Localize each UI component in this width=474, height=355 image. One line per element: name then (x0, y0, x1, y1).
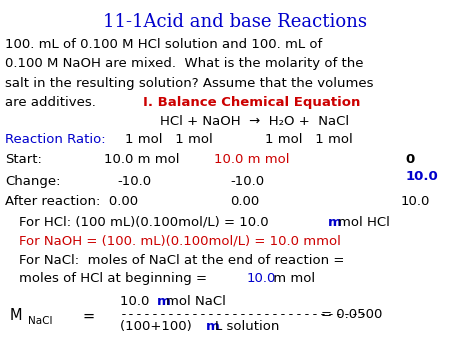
Text: 10.0 m mol: 10.0 m mol (104, 153, 179, 166)
Text: 10.0 m mol: 10.0 m mol (214, 153, 289, 166)
Text: L solution: L solution (215, 320, 280, 333)
Text: are additives.: are additives. (5, 96, 96, 109)
Text: Reaction Ratio:: Reaction Ratio: (5, 132, 106, 146)
Text: m: m (328, 216, 342, 229)
Text: moles of HCl at beginning =: moles of HCl at beginning = (19, 272, 212, 285)
Text: m mol: m mol (269, 272, 315, 285)
Text: 0: 0 (405, 153, 415, 166)
Text: 1 mol   1 mol: 1 mol 1 mol (265, 132, 353, 146)
Text: 10.0: 10.0 (405, 170, 438, 184)
Text: 11-1Acid and base Reactions: 11-1Acid and base Reactions (102, 13, 366, 31)
Text: salt in the resulting solution? Assume that the volumes: salt in the resulting solution? Assume t… (5, 77, 374, 90)
Text: Change:: Change: (5, 175, 61, 188)
Text: 1 mol   1 mol: 1 mol 1 mol (125, 132, 212, 146)
Text: m: m (156, 295, 170, 308)
Text: For HCl: (100 mL)(0.100mol/L) = 10.0: For HCl: (100 mL)(0.100mol/L) = 10.0 (19, 216, 273, 229)
Text: NaCl: NaCl (28, 316, 52, 326)
Text: =: = (82, 308, 95, 323)
Text: -------------------------------: ------------------------------- (120, 308, 368, 321)
Text: 10.0: 10.0 (120, 295, 154, 308)
Text: 100. mL of 0.100 M HCl solution and 100. mL of: 100. mL of 0.100 M HCl solution and 100.… (5, 38, 323, 51)
Text: = 0.0500: = 0.0500 (321, 308, 383, 321)
Text: 0.00: 0.00 (230, 195, 259, 208)
Text: -10.0: -10.0 (118, 175, 152, 188)
Text: (100+100): (100+100) (120, 320, 196, 333)
Text: I. Balance Chemical Equation: I. Balance Chemical Equation (143, 96, 361, 109)
Text: mol HCl: mol HCl (337, 216, 389, 229)
Text: HCl + NaOH  →  H₂O +  NaCl: HCl + NaOH → H₂O + NaCl (160, 115, 349, 127)
Text: m: m (206, 320, 219, 333)
Text: After reaction:  0.00: After reaction: 0.00 (5, 195, 138, 208)
Text: For NaOH = (100. mL)(0.100mol/L) = 10.0 mmol: For NaOH = (100. mL)(0.100mol/L) = 10.0 … (19, 235, 341, 248)
Text: 0.100 M NaOH are mixed.  What is the molarity of the: 0.100 M NaOH are mixed. What is the mola… (5, 57, 364, 70)
Text: Start:: Start: (5, 153, 42, 166)
Text: mol NaCl: mol NaCl (166, 295, 226, 308)
Text: 10.0: 10.0 (401, 195, 430, 208)
Text: M: M (10, 308, 23, 323)
Text: -10.0: -10.0 (230, 175, 264, 188)
Text: 10.0: 10.0 (246, 272, 276, 285)
Text: For NaCl:  moles of NaCl at the end of reaction =: For NaCl: moles of NaCl at the end of re… (19, 254, 345, 267)
